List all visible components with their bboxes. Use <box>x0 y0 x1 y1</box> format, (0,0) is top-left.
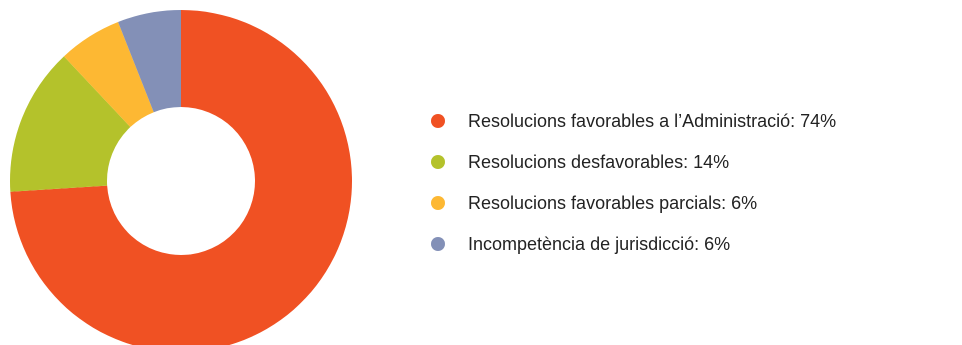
donut-slices <box>10 10 352 345</box>
legend-label-2: Resolucions desfavorables: 14% <box>468 152 729 172</box>
donut-slice-3 <box>63 22 154 128</box>
legend-marker-1 <box>431 114 445 128</box>
legend-marker-2 <box>431 155 445 169</box>
legend-label-1: Resolucions favorables a l’Administració… <box>468 111 836 131</box>
chart-legend: Resolucions favorables a l’Administració… <box>431 111 836 254</box>
legend-marker-4 <box>431 237 445 251</box>
legend-marker-3 <box>431 196 445 210</box>
donut-slice-2 <box>10 56 131 192</box>
legend-label-3: Resolucions favorables parcials: 6% <box>468 193 757 213</box>
donut-slice-4 <box>118 10 181 113</box>
legend-label-4: Incompetència de jurisdicció: 6% <box>468 234 730 254</box>
donut-slice-1 <box>10 10 352 345</box>
